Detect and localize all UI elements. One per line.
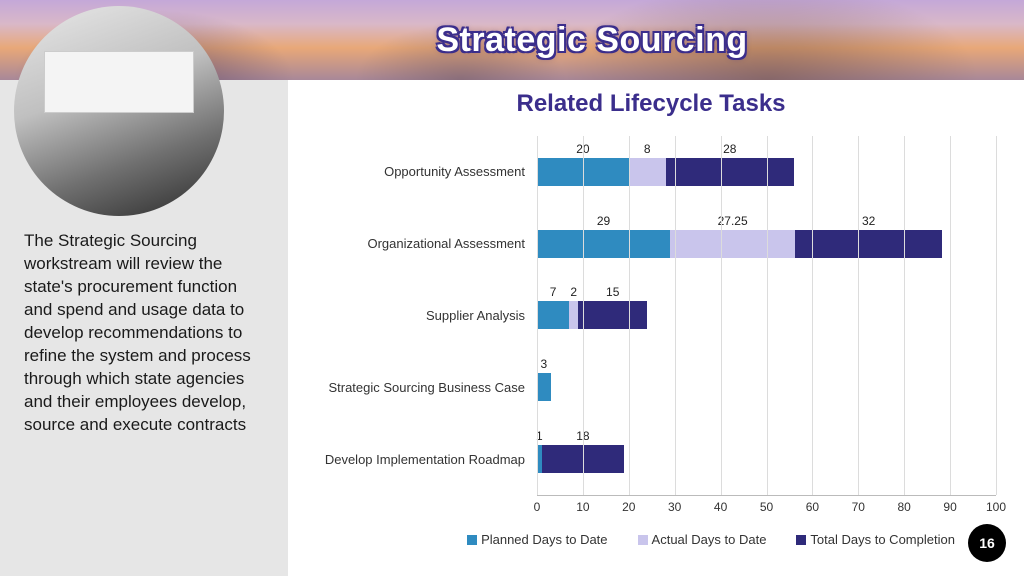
page-number: 16 xyxy=(979,535,995,551)
chart-bar-segment xyxy=(629,158,666,186)
page-number-badge: 16 xyxy=(968,524,1006,562)
chart-plot-wrap: Opportunity Assessment Organizational Ass… xyxy=(306,136,996,496)
chart-data-label: 32 xyxy=(862,214,875,228)
chart-plot: 208282927.253272153118 xyxy=(537,136,996,496)
chart-bar-segment xyxy=(537,301,569,329)
chart-x-tick: 80 xyxy=(898,500,911,514)
chart-data-label: 15 xyxy=(606,285,619,299)
legend-item: Actual Days to Date xyxy=(638,532,767,547)
chart-bar-segment xyxy=(537,230,670,258)
legend-label: Actual Days to Date xyxy=(652,532,767,547)
chart-x-tick: 70 xyxy=(852,500,865,514)
chart-bar-segment xyxy=(666,158,795,186)
hero-photo xyxy=(14,6,224,216)
chart-x-tick: 0 xyxy=(534,500,541,514)
legend-item: Total Days to Completion xyxy=(796,532,955,547)
legend-label: Planned Days to Date xyxy=(481,532,607,547)
legend-label: Total Days to Completion xyxy=(810,532,955,547)
chart-gridline xyxy=(812,136,813,495)
chart-gridline xyxy=(858,136,859,495)
chart-gridline xyxy=(537,136,538,495)
chart-gridline xyxy=(583,136,584,495)
chart-gridline xyxy=(904,136,905,495)
chart-data-label: 28 xyxy=(723,142,736,156)
chart-legend: Planned Days to Date Actual Days to Date T… xyxy=(426,532,996,547)
chart-bar-segment xyxy=(569,301,578,329)
chart-x-tick: 100 xyxy=(986,500,1006,514)
legend-swatch xyxy=(796,535,806,545)
chart-data-label: 8 xyxy=(644,142,651,156)
chart-gridline xyxy=(721,136,722,495)
chart-gridline xyxy=(996,136,997,495)
chart-x-tick: 10 xyxy=(576,500,589,514)
chart-gridline xyxy=(675,136,676,495)
chart-bar-segment xyxy=(578,301,647,329)
chart-x-tick: 20 xyxy=(622,500,635,514)
chart-data-label: 2 xyxy=(570,285,577,299)
chart-x-tick: 40 xyxy=(714,500,727,514)
legend-item: Planned Days to Date xyxy=(467,532,607,547)
chart-data-label: 27.25 xyxy=(718,214,748,228)
chart-bar-segment xyxy=(537,373,551,401)
chart-data-label: 3 xyxy=(541,357,548,371)
description-text: The Strategic Sourcing workstream will r… xyxy=(24,230,264,436)
legend-swatch xyxy=(638,535,648,545)
chart-gridline xyxy=(767,136,768,495)
legend-swatch xyxy=(467,535,477,545)
chart-data-label: 29 xyxy=(597,214,610,228)
page-title: Strategic Sourcing xyxy=(436,21,747,60)
chart-x-tick: 90 xyxy=(943,500,956,514)
chart-x-axis: 0102030405060708090100 xyxy=(537,500,996,516)
chart-gridline xyxy=(629,136,630,495)
chart-x-tick: 50 xyxy=(760,500,773,514)
chart-data-label: 7 xyxy=(550,285,557,299)
chart-category-label: Organizational Assessment xyxy=(367,236,525,252)
chart-x-tick: 30 xyxy=(668,500,681,514)
chart-gridline xyxy=(950,136,951,495)
chart-y-labels: Opportunity Assessment Organizational Ass… xyxy=(306,136,531,496)
chart-x-tick: 60 xyxy=(806,500,819,514)
chart-category-label: Strategic Sourcing Business Case xyxy=(328,380,525,396)
chart-bar-segment xyxy=(670,230,795,258)
chart-container: Related Lifecycle Tasks Opportunity Asse… xyxy=(288,80,1024,576)
chart-category-label: Develop Implementation Roadmap xyxy=(325,452,525,468)
chart-category-label: Supplier Analysis xyxy=(426,308,525,324)
chart-category-label: Opportunity Assessment xyxy=(384,164,525,180)
chart-bar-segment xyxy=(795,230,942,258)
chart-title: Related Lifecycle Tasks xyxy=(306,90,996,118)
